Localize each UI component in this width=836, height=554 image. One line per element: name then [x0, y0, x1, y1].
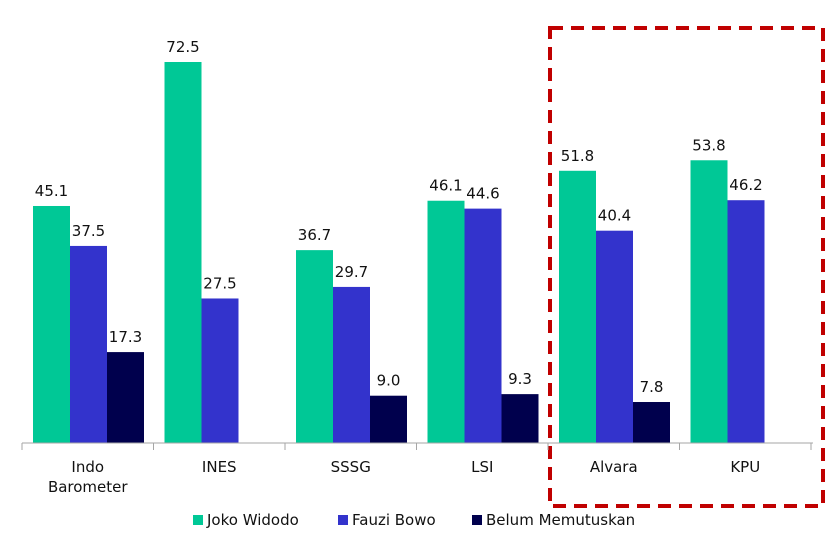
data-label-belum-memutuskan-sssg: 9.0 [377, 372, 401, 390]
data-label-joko-widodo-sssg: 36.7 [298, 226, 331, 244]
data-label-fauzi-bowo-lsi: 44.6 [466, 185, 499, 203]
data-label-joko-widodo-indo-barometer: 45.1 [35, 182, 68, 200]
bar-joko-widodo-kpu [690, 160, 728, 443]
data-label-joko-widodo-alvara: 51.8 [561, 147, 594, 165]
bar-fauzi-bowo-sssg [333, 286, 370, 443]
bar-fauzi-bowo-alvara [596, 230, 633, 443]
bar-fauzi-bowo-indo-barometer [70, 245, 107, 443]
data-label-joko-widodo-kpu: 53.8 [692, 136, 725, 154]
bar-joko-widodo-alvara [559, 170, 596, 443]
legend-swatch-fauzi-bowo [338, 515, 348, 525]
data-label-joko-widodo-ines: 72.5 [166, 38, 199, 56]
category-label-sssg: SSSG [331, 458, 371, 476]
category-label-kpu: KPU [730, 458, 760, 476]
bar-fauzi-bowo-ines [201, 298, 239, 443]
data-label-fauzi-bowo-ines: 27.5 [203, 274, 236, 292]
legend-swatch-belum-memutuskan [472, 515, 482, 525]
bar-joko-widodo-indo-barometer [33, 205, 70, 443]
bar-joko-widodo-ines [164, 62, 202, 443]
category-label-indo-barometer: Barometer [48, 478, 128, 496]
data-label-joko-widodo-lsi: 46.1 [429, 177, 462, 195]
data-label-fauzi-bowo-sssg: 29.7 [335, 263, 368, 281]
legend-label-joko-widodo: Joko Widodo [206, 511, 299, 529]
legend-label-fauzi-bowo: Fauzi Bowo [352, 511, 436, 529]
data-label-fauzi-bowo-alvara: 40.4 [598, 207, 631, 225]
category-label-ines: INES [202, 458, 237, 476]
legend-swatch-joko-widodo [193, 515, 203, 525]
bar-fauzi-bowo-kpu [727, 200, 765, 443]
category-label-alvara: Alvara [590, 458, 638, 476]
bar-joko-widodo-sssg [296, 250, 333, 443]
category-label-lsi: LSI [471, 458, 493, 476]
data-label-belum-memutuskan-indo-barometer: 17.3 [109, 328, 142, 346]
highlight-box [548, 26, 825, 508]
legend-label-belum-memutuskan: Belum Memutuskan [486, 511, 635, 529]
bar-belum-memutuskan-alvara [633, 402, 670, 443]
data-label-belum-memutuskan-alvara: 7.8 [640, 378, 664, 396]
category-label-indo-barometer: Indo [71, 458, 104, 476]
bar-belum-memutuskan-sssg [370, 395, 407, 443]
data-label-fauzi-bowo-indo-barometer: 37.5 [72, 222, 105, 240]
bar-fauzi-bowo-lsi [464, 208, 502, 443]
bar-belum-memutuskan-indo-barometer [107, 352, 144, 443]
bar-belum-memutuskan-lsi [501, 394, 539, 443]
bar-joko-widodo-lsi [427, 200, 465, 443]
data-label-fauzi-bowo-kpu: 46.2 [729, 176, 762, 194]
data-label-belum-memutuskan-lsi: 9.3 [508, 370, 532, 388]
